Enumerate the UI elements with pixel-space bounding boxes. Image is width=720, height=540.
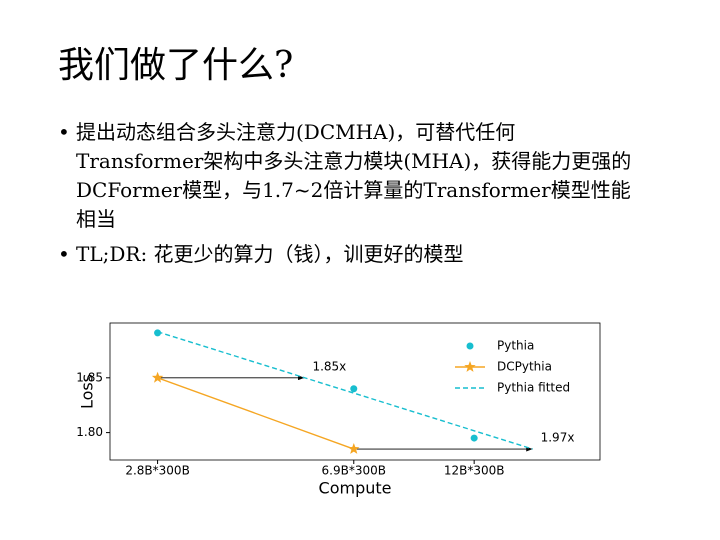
data-point (348, 443, 360, 454)
legend-label: Pythia (497, 339, 534, 353)
legend-marker (466, 342, 474, 350)
chart-background (95, 316, 605, 508)
legend-label: DCPythia (497, 360, 552, 374)
series-line (157, 331, 533, 450)
annotation-label: 1.85x (312, 359, 346, 373)
plot-frame (109, 322, 601, 461)
data-point (154, 329, 162, 337)
bullet-list: 提出动态组合多头注意力(DCMHA)，可替代任何Transformer架构中多头… (58, 118, 638, 275)
legend-marker (464, 361, 476, 372)
data-point (350, 385, 358, 393)
data-point (151, 371, 164, 383)
x-tick-label: 6.9B*300B (322, 464, 386, 478)
x-tick-label: 2.8B*300B (125, 464, 189, 478)
data-point (470, 434, 478, 442)
bullet: TL;DR: 花更少的算力（钱），训更好的模型 (58, 240, 638, 269)
x-axis-label: Compute (319, 479, 392, 498)
y-axis-label: Loss (78, 374, 97, 409)
y-tick-label: 1.80 (76, 425, 103, 439)
bullet: 提出动态组合多头注意力(DCMHA)，可替代任何Transformer架构中多头… (58, 118, 638, 234)
slide-title: 我们做了什么? (58, 45, 294, 86)
x-tick-label: 12B*300B (444, 464, 505, 478)
series-line (157, 377, 355, 450)
annotation-label: 1.97x (541, 431, 575, 445)
y-tick-label: 1.85 (76, 370, 103, 384)
legend-label: Pythia fitted (497, 381, 570, 395)
